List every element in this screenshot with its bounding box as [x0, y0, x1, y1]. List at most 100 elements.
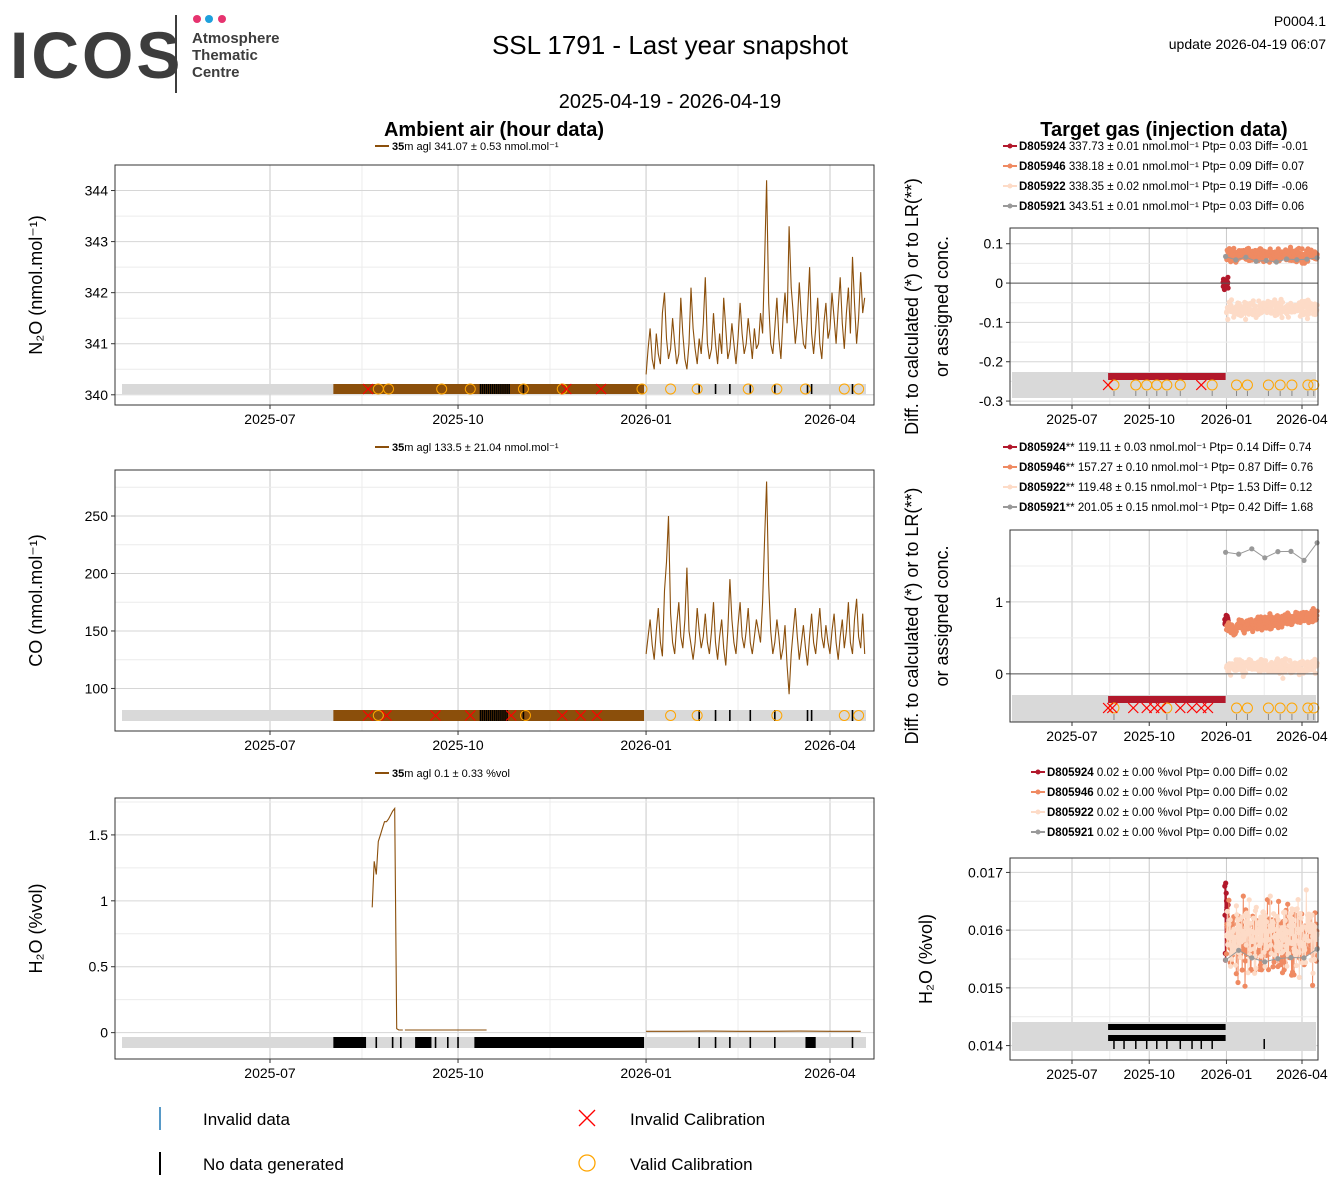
- plot-border: [1009, 857, 1319, 1061]
- target-flag-bar: [1108, 696, 1226, 703]
- target-point-D805922: [1269, 659, 1275, 666]
- target-point-D805922: [1248, 920, 1254, 926]
- target-legend-label: D805921** 201.05 ± 0.15 nmol.mol⁻¹ Ptp= …: [1019, 502, 1313, 514]
- target-point-D805946: [1276, 898, 1282, 905]
- target-point-D805922: [1271, 926, 1278, 933]
- co-series-line: [645, 481, 866, 695]
- legend-no-data: No data generated: [203, 1155, 344, 1174]
- invalid-calibration-marker: [1127, 702, 1139, 714]
- target-flag-bar: [1108, 373, 1226, 380]
- invalid-calibration-marker: [1186, 702, 1198, 714]
- valid-calibration-marker: [771, 383, 783, 395]
- target-point-D805922: [1297, 911, 1303, 917]
- plot-border: [1009, 227, 1319, 406]
- x-tick-label: 2025-10: [432, 411, 484, 427]
- invalid-calibration-marker: [381, 710, 392, 721]
- target-point-D805922: [1288, 931, 1294, 937]
- valid-calibration-marker: [1174, 379, 1186, 391]
- page-title: SSL 1791 - Last year snapshot: [492, 30, 849, 60]
- panels: 2025-07 2025-10 2026-01 2026-04 340 341 342 343…: [26, 141, 1328, 1082]
- plot-border: [1009, 529, 1319, 723]
- target-point-D805922: [1312, 956, 1318, 963]
- target-legend-label: D805946 0.02 ± 0.00 %vol Ptp= 0.00 Diff=…: [1047, 787, 1288, 799]
- y-tick-label: 340: [85, 387, 109, 403]
- h2o-panel: 2025-07 2025-10 2026-01 2026-04 0 0.5 1 1.5 35m …: [26, 768, 875, 1081]
- valid-calibration-marker: [1108, 379, 1120, 391]
- target-legend-label: D805921 0.02 ± 0.00 %vol Ptp= 0.00 Diff=…: [1047, 827, 1288, 839]
- y-tick-label: 343: [85, 234, 109, 250]
- logo-text: ICOS: [10, 18, 183, 92]
- valid-calibration-marker: [1302, 702, 1314, 714]
- target-point-D805922: [1252, 970, 1258, 976]
- valid-calibration-marker: [1161, 379, 1173, 391]
- valid-calibration-marker: [1161, 702, 1173, 714]
- target-point-D805922: [1279, 299, 1286, 305]
- x-tick-label: 2025-07: [244, 1065, 296, 1081]
- invalid-calibration-marker: [556, 710, 568, 721]
- x-tick-label: 2025-10: [1124, 728, 1176, 744]
- target-point-D805922: [1295, 926, 1301, 932]
- legend-invalid-data: Invalid data: [203, 1110, 290, 1129]
- target-point-D805922: [1245, 970, 1251, 976]
- target-point-D805922: [1314, 307, 1320, 313]
- target-point-D805922: [1268, 942, 1274, 948]
- target-point-D805922: [1292, 933, 1298, 940]
- target-point-D805922: [1253, 303, 1259, 309]
- target-point-D805946: [1291, 972, 1297, 978]
- target-point-D805922: [1237, 954, 1244, 961]
- x-tick-label: 2026-01: [620, 411, 672, 427]
- target-point-D805922: [1282, 917, 1288, 924]
- valid-calibration-marker: [1286, 702, 1298, 714]
- x-tick-label: 2025-10: [432, 1065, 484, 1081]
- invalid-calibration-marker: [1155, 702, 1167, 714]
- target-point-D805922: [1254, 935, 1261, 941]
- valid-calibration-marker: [1206, 379, 1218, 391]
- target-point-D805922: [1232, 934, 1238, 940]
- y-tick-label: 200: [85, 565, 109, 581]
- target-point-D805921: [1223, 549, 1229, 555]
- y-tick-label: 0.5: [89, 959, 109, 975]
- y-axis-label: N₂O (nmol.mol⁻¹): [26, 215, 46, 355]
- valid-calibration-marker: [665, 710, 677, 721]
- y-tick-label: 250: [85, 508, 109, 524]
- target-point-D805921: [1233, 257, 1239, 263]
- valid-calibration-marker: [372, 710, 384, 721]
- target-point-D805922: [1286, 923, 1292, 929]
- plot-border: [114, 797, 875, 1060]
- update-timestamp: update 2026-04-19 06:07: [1169, 36, 1326, 52]
- plot-area: [115, 798, 874, 1059]
- h2o-series-line: [371, 806, 403, 1031]
- target-point-D805921: [1288, 954, 1294, 961]
- target-point-D805921: [1249, 955, 1255, 961]
- target-point-D805946: [1299, 246, 1305, 252]
- n2o-panel: 2025-07 2025-10 2026-01 2026-04 340 341 342 343…: [26, 141, 875, 427]
- y-tick-label: 342: [85, 285, 109, 301]
- valid-calibration-marker: [519, 710, 531, 721]
- y-tick-label: 100: [85, 680, 109, 696]
- target-point-D805946: [1235, 979, 1241, 986]
- target-legend-label: D805924** 119.11 ± 0.03 nmol.mol⁻¹ Ptp= …: [1019, 442, 1312, 454]
- no-data-segment: [1108, 1035, 1226, 1041]
- x-tick-label: 2026-04: [804, 1065, 856, 1081]
- valid-calibration-marker: [1262, 379, 1274, 391]
- target-point-D805922: [1245, 913, 1251, 919]
- target-point-D805946: [1278, 962, 1284, 968]
- target-point-D805922: [1274, 656, 1281, 662]
- valid-calibration-marker: [1231, 702, 1243, 714]
- valid-calibration-marker: [771, 710, 783, 721]
- invalid-calibration-marker: [1202, 702, 1214, 714]
- target-point-D805922: [1224, 908, 1230, 915]
- series-legend-label: 35m agl 0.1 ± 0.33 %vol: [392, 768, 510, 780]
- target-point-D805922: [1253, 965, 1259, 972]
- target-point-D805922: [1290, 917, 1296, 923]
- valid-calibration-marker: [1286, 379, 1298, 391]
- flag-legend: Invalid data No data generated Invalid C…: [159, 1107, 765, 1175]
- invalid-calibration-marker: [1195, 379, 1207, 391]
- invalid-calibration-marker: [595, 383, 607, 395]
- target-point-D805922: [1285, 314, 1291, 320]
- x-tick-label: 2026-01: [620, 737, 672, 753]
- target-point-D805922: [1310, 970, 1316, 976]
- target-point-D805922: [1312, 656, 1318, 663]
- x-tick-label: 2025-07: [244, 737, 296, 753]
- target-point-D805922: [1285, 951, 1292, 957]
